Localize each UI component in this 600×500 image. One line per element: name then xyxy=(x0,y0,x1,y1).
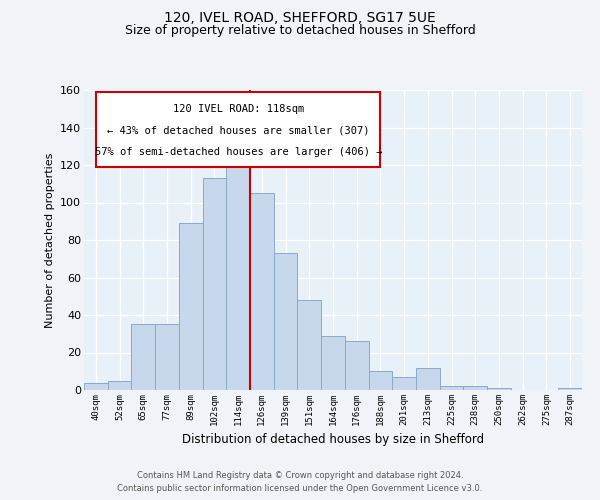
Bar xyxy=(226,165,250,390)
Text: 57% of semi-detached houses are larger (406) →: 57% of semi-detached houses are larger (… xyxy=(95,147,382,157)
Text: 120, IVEL ROAD, SHEFFORD, SG17 5UE: 120, IVEL ROAD, SHEFFORD, SG17 5UE xyxy=(164,11,436,25)
Bar xyxy=(84,382,108,390)
Bar xyxy=(463,386,487,390)
Bar xyxy=(392,377,416,390)
Bar xyxy=(250,193,274,390)
Text: Contains public sector information licensed under the Open Government Licence v3: Contains public sector information licen… xyxy=(118,484,482,493)
Text: 120 IVEL ROAD: 118sqm: 120 IVEL ROAD: 118sqm xyxy=(173,104,304,114)
Text: Contains HM Land Registry data © Crown copyright and database right 2024.: Contains HM Land Registry data © Crown c… xyxy=(137,471,463,480)
FancyBboxPatch shape xyxy=(97,92,380,166)
Y-axis label: Number of detached properties: Number of detached properties xyxy=(44,152,55,328)
Bar xyxy=(203,178,226,390)
Bar xyxy=(440,386,463,390)
Text: Distribution of detached houses by size in Shefford: Distribution of detached houses by size … xyxy=(182,432,484,446)
Bar xyxy=(108,380,131,390)
Bar xyxy=(321,336,345,390)
Bar xyxy=(368,371,392,390)
Bar xyxy=(487,388,511,390)
Bar xyxy=(298,300,321,390)
Text: ← 43% of detached houses are smaller (307): ← 43% of detached houses are smaller (30… xyxy=(107,126,370,136)
Bar xyxy=(131,324,155,390)
Bar xyxy=(155,324,179,390)
Bar xyxy=(558,388,582,390)
Bar xyxy=(179,223,203,390)
Bar xyxy=(345,341,368,390)
Bar xyxy=(274,253,298,390)
Bar xyxy=(416,368,440,390)
Text: Size of property relative to detached houses in Shefford: Size of property relative to detached ho… xyxy=(125,24,475,37)
